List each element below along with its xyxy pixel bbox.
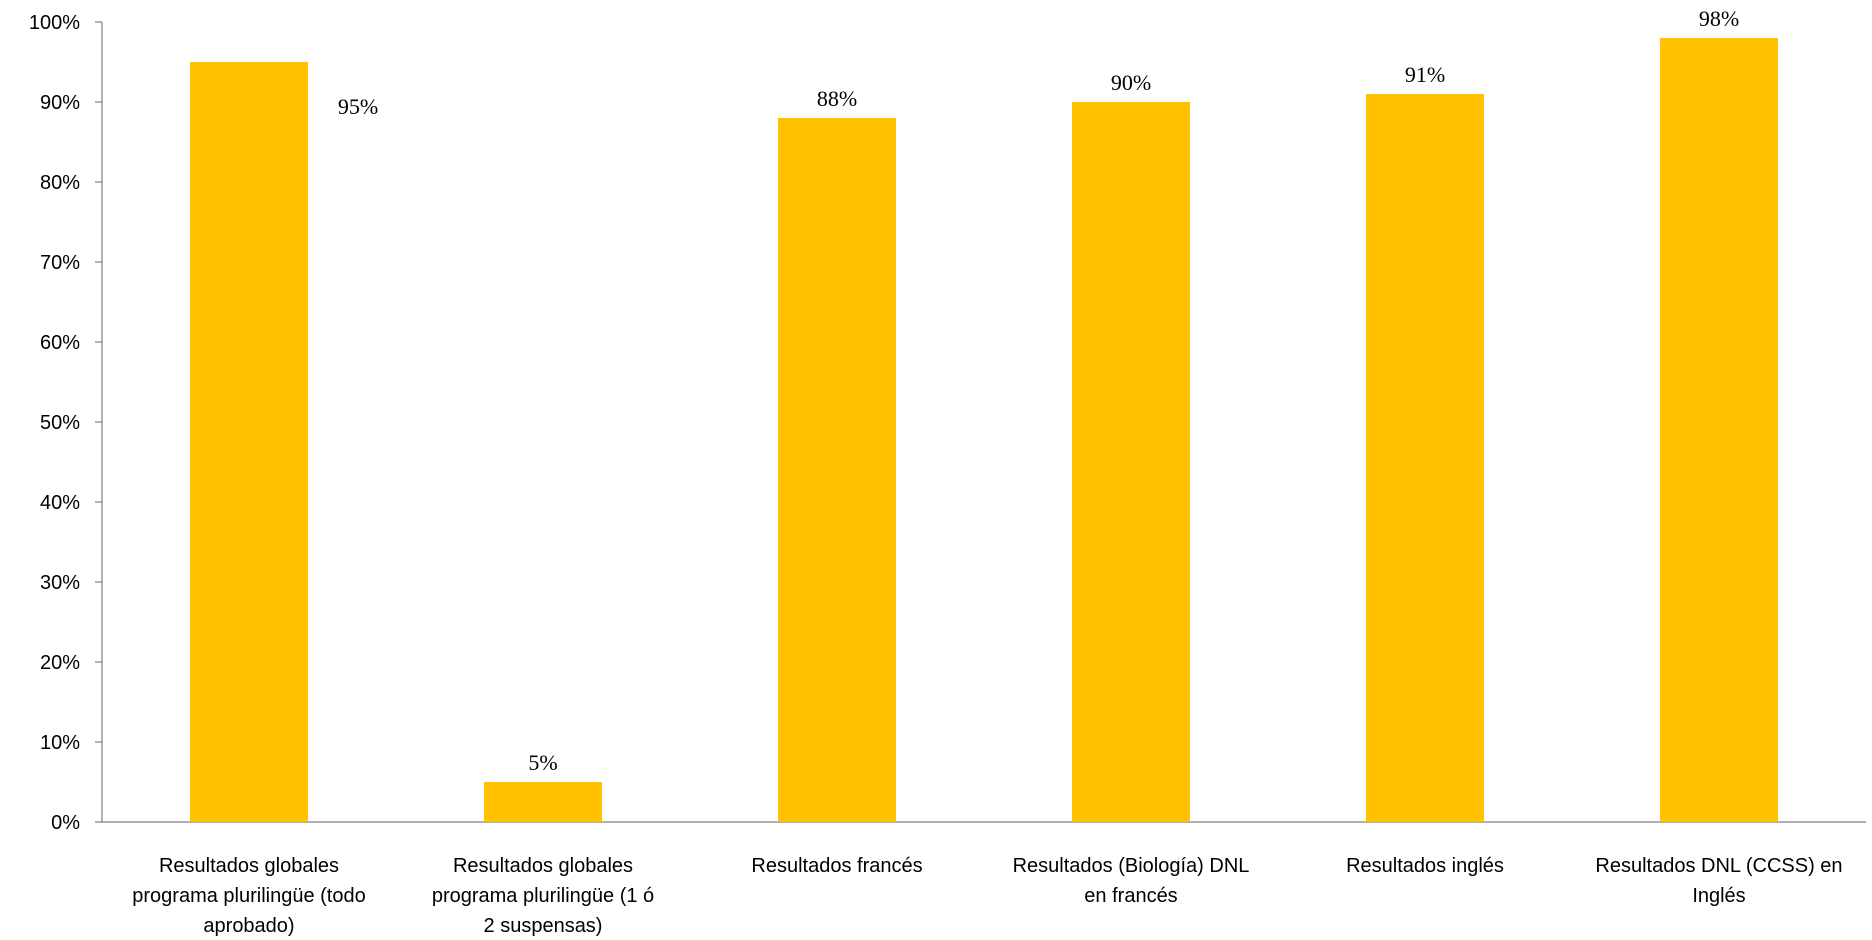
category-label: programa plurilingüe (1 ó xyxy=(432,885,654,907)
data-label: 88% xyxy=(817,86,857,111)
y-tick-label: 60% xyxy=(40,332,80,354)
category-label: Resultados DNL (CCSS) en xyxy=(1595,855,1842,877)
y-tick-label: 80% xyxy=(40,172,80,194)
y-tick-label: 90% xyxy=(40,92,80,114)
category-label: programa plurilingüe (todo xyxy=(132,885,365,907)
bar xyxy=(190,62,308,822)
y-tick-label: 100% xyxy=(29,12,80,34)
bar xyxy=(1366,94,1484,822)
y-tick-label: 70% xyxy=(40,252,80,274)
category-label: Resultados globales xyxy=(453,855,633,877)
y-tick-label: 10% xyxy=(40,732,80,754)
bar xyxy=(484,782,602,822)
data-label: 90% xyxy=(1111,70,1151,95)
data-label: 98% xyxy=(1699,6,1739,31)
y-tick-label: 0% xyxy=(51,812,80,834)
category-label: Resultados (Biología) DNL xyxy=(1013,855,1250,877)
data-label: 5% xyxy=(528,750,557,775)
y-tick-label: 50% xyxy=(40,412,80,434)
data-label: 95% xyxy=(338,94,378,119)
category-label: Resultados globales xyxy=(159,855,339,877)
category-label: en francés xyxy=(1084,885,1177,907)
category-label: aprobado) xyxy=(203,915,294,937)
data-label: 91% xyxy=(1405,62,1445,87)
y-tick-label: 30% xyxy=(40,572,80,594)
category-label: Inglés xyxy=(1692,885,1745,907)
y-tick-label: 40% xyxy=(40,492,80,514)
category-label: 2 suspensas) xyxy=(484,915,603,937)
category-label: Resultados francés xyxy=(751,855,922,877)
category-label: Resultados inglés xyxy=(1346,855,1504,877)
bar xyxy=(1660,38,1778,822)
bar xyxy=(778,118,896,822)
y-tick-label: 20% xyxy=(40,652,80,674)
bar xyxy=(1072,102,1190,822)
